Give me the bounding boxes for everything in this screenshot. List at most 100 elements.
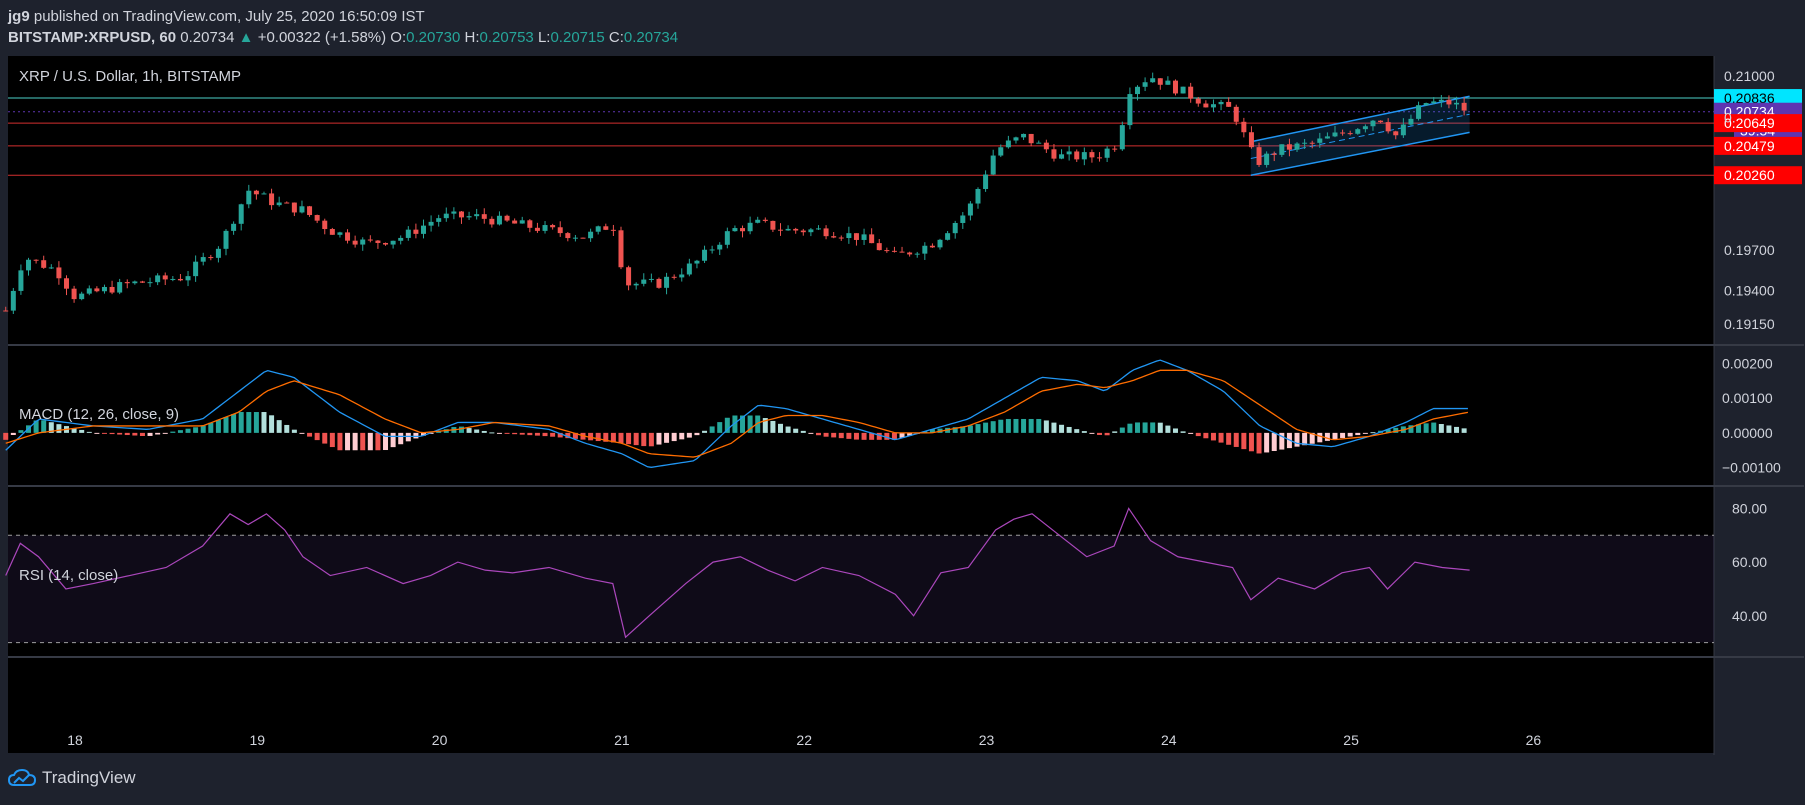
- candle-up[interactable]: [679, 274, 685, 278]
- candle-down[interactable]: [1248, 132, 1254, 148]
- candle-up[interactable]: [200, 257, 206, 262]
- candle-up[interactable]: [702, 249, 708, 261]
- candle-down[interactable]: [3, 310, 9, 312]
- candle-up[interactable]: [185, 276, 191, 281]
- candle-up[interactable]: [436, 218, 442, 222]
- candle-down[interactable]: [177, 278, 183, 281]
- candle-up[interactable]: [1059, 154, 1065, 159]
- candle-down[interactable]: [1203, 103, 1209, 108]
- candle-down[interactable]: [1195, 98, 1201, 104]
- candle-up[interactable]: [960, 215, 966, 223]
- candle-up[interactable]: [1400, 124, 1406, 136]
- candle-up[interactable]: [215, 248, 221, 258]
- candle-up[interactable]: [155, 275, 161, 283]
- candle-up[interactable]: [686, 263, 692, 275]
- candle-down[interactable]: [778, 229, 784, 231]
- candle-up[interactable]: [261, 193, 267, 195]
- candle-down[interactable]: [1271, 153, 1277, 155]
- candle-down[interactable]: [413, 229, 419, 234]
- candle-down[interactable]: [124, 282, 130, 284]
- candle-down[interactable]: [1097, 157, 1103, 159]
- candle-down[interactable]: [527, 220, 533, 228]
- candle-down[interactable]: [1309, 142, 1315, 144]
- candle-up[interactable]: [420, 225, 426, 234]
- candle-up[interactable]: [1005, 140, 1011, 148]
- candle-down[interactable]: [1112, 148, 1118, 150]
- candle-down[interactable]: [1226, 101, 1232, 107]
- candle-down[interactable]: [94, 288, 100, 292]
- channel-upper-line[interactable]: [1250, 95, 1470, 143]
- candle-down[interactable]: [557, 227, 563, 234]
- candle-up[interactable]: [1279, 144, 1285, 155]
- candle-down[interactable]: [1051, 149, 1057, 159]
- candle-up[interactable]: [101, 286, 107, 292]
- candle-up[interactable]: [10, 290, 16, 311]
- candle-up[interactable]: [443, 213, 449, 219]
- candle-up[interactable]: [451, 211, 457, 214]
- candle-up[interactable]: [572, 237, 578, 239]
- candle-up[interactable]: [147, 282, 153, 284]
- candle-up[interactable]: [937, 239, 943, 248]
- candle-up[interactable]: [1264, 153, 1270, 165]
- candle-down[interactable]: [1157, 78, 1163, 85]
- candle-down[interactable]: [71, 288, 77, 300]
- candle-up[interactable]: [1218, 101, 1224, 105]
- candle-up[interactable]: [18, 270, 24, 291]
- candle-down[interactable]: [1385, 122, 1391, 132]
- candle-down[interactable]: [1074, 151, 1080, 160]
- candle-up[interactable]: [238, 204, 244, 224]
- candle-down[interactable]: [383, 242, 389, 245]
- candle-down[interactable]: [41, 260, 47, 268]
- candle-down[interactable]: [534, 227, 540, 231]
- candle-down[interactable]: [109, 286, 115, 293]
- candle-down[interactable]: [823, 228, 829, 237]
- candle-up[interactable]: [405, 229, 411, 238]
- candle-down[interactable]: [1241, 121, 1247, 133]
- candle-down[interactable]: [284, 202, 290, 204]
- candle-up[interactable]: [990, 155, 996, 175]
- chart-area[interactable]: 0.210000.197000.194000.191500.208360.207…: [0, 50, 1805, 760]
- candle-up[interactable]: [1416, 105, 1422, 119]
- candle-up[interactable]: [132, 281, 138, 284]
- candle-down[interactable]: [740, 228, 746, 232]
- candle-up[interactable]: [193, 261, 199, 277]
- candle-down[interactable]: [1347, 133, 1353, 135]
- candle-down[interactable]: [1028, 133, 1034, 144]
- candle-up[interactable]: [709, 249, 715, 251]
- candle-up[interactable]: [86, 288, 92, 294]
- candle-up[interactable]: [519, 220, 525, 224]
- candle-up[interactable]: [815, 228, 821, 230]
- candle-down[interactable]: [162, 275, 168, 280]
- author-name[interactable]: jg9: [8, 8, 30, 25]
- candle-down[interactable]: [884, 250, 890, 252]
- candle-up[interactable]: [117, 282, 123, 293]
- candle-up[interactable]: [785, 228, 791, 231]
- candle-down[interactable]: [565, 233, 571, 239]
- candle-up[interactable]: [231, 223, 237, 231]
- candle-down[interactable]: [838, 237, 844, 239]
- candle-up[interactable]: [595, 226, 601, 232]
- candle-down[interactable]: [869, 234, 875, 244]
- candle-up[interactable]: [1066, 151, 1072, 155]
- candle-down[interactable]: [793, 228, 799, 231]
- candle-up[interactable]: [1180, 86, 1186, 94]
- candle-up[interactable]: [542, 225, 548, 231]
- candle-up[interactable]: [1431, 101, 1437, 104]
- candle-down[interactable]: [626, 267, 632, 286]
- candle-down[interactable]: [1089, 152, 1095, 158]
- candle-up[interactable]: [48, 267, 54, 269]
- candle-up[interactable]: [428, 221, 434, 226]
- candle-up[interactable]: [641, 279, 647, 284]
- candle-down[interactable]: [512, 220, 518, 224]
- candle-down[interactable]: [458, 211, 464, 218]
- candle-down[interactable]: [929, 245, 935, 248]
- candle-up[interactable]: [588, 231, 594, 239]
- candle-up[interactable]: [998, 147, 1004, 156]
- candle-down[interactable]: [1461, 102, 1467, 111]
- candle-up[interactable]: [755, 219, 761, 223]
- candle-up[interactable]: [1119, 125, 1125, 150]
- candle-down[interactable]: [899, 251, 905, 253]
- candle-down[interactable]: [671, 276, 677, 278]
- candle-up[interactable]: [299, 206, 305, 213]
- candle-down[interactable]: [345, 232, 351, 241]
